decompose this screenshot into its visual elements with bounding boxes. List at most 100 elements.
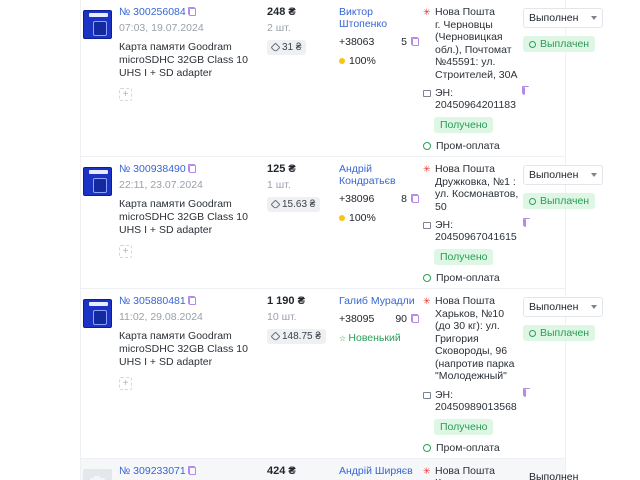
order-number-link[interactable]: № 300256084 bbox=[119, 6, 263, 18]
order-info-cell: № 305880481 11:02, 29.08.2024 Карта памяти… bbox=[119, 295, 267, 454]
delivery-status-badge: Получено bbox=[434, 249, 494, 265]
payment-method: Пром-оплата bbox=[436, 272, 500, 284]
copy-icon[interactable] bbox=[187, 164, 196, 173]
order-status-select[interactable]: Выполнен bbox=[523, 8, 603, 28]
order-product-title[interactable]: Карта памяти Goodram microSDHC 32GB Clas… bbox=[119, 198, 248, 236]
product-thumbnail[interactable] bbox=[83, 167, 112, 196]
payout-status-value: Выплачен bbox=[540, 38, 590, 50]
copy-icon[interactable] bbox=[522, 387, 530, 397]
delivery-carrier-block: ✳ Нова Пошта Дружковка, №1 : ул. Космонавт… bbox=[423, 163, 519, 213]
order-number-link[interactable]: № 300938490 bbox=[119, 163, 263, 175]
buyer-name-link[interactable]: Галиб Мурадли bbox=[339, 295, 415, 307]
delivery-cell: ✳ Нова Пошта г. Черновцы (Черновицкая обл.… bbox=[423, 6, 529, 152]
order-total-price: 424 ₴ bbox=[267, 464, 296, 477]
add-note-button[interactable]: + bbox=[119, 245, 132, 258]
delivery-status-badge: Получено bbox=[434, 117, 494, 133]
buyer-phone-suffix: 8 bbox=[401, 193, 407, 205]
payout-status-value: Выплачен bbox=[540, 327, 590, 339]
order-status-cell: Выполнен Выплачен bbox=[523, 163, 603, 284]
order-number-link[interactable]: № 305880481 bbox=[119, 295, 263, 307]
nova-poshta-icon: ✳ bbox=[423, 164, 431, 174]
rating-star-icon bbox=[339, 215, 345, 221]
delivery-cell: ✳ Нова Пошта Харьков, №10 (до 30 кг): ул. … bbox=[423, 295, 530, 454]
add-note-button[interactable]: + bbox=[119, 88, 132, 101]
delivery-carrier-name: Нова Пошта bbox=[435, 464, 495, 477]
order-status-select[interactable]: Выполнен bbox=[523, 165, 603, 185]
product-thumbnail[interactable] bbox=[83, 299, 112, 328]
delivery-address: Харьков, №10 (до 30 кг): ул. Григория Ск… bbox=[435, 307, 515, 383]
order-info-cell: № 300938490 22:11, 23.07.2024 Карта памяти… bbox=[119, 163, 267, 284]
order-quantity: 10 шт. bbox=[267, 311, 297, 323]
tracking-number[interactable]: ЭН: 20450964201183 bbox=[435, 87, 516, 111]
payout-circle-icon bbox=[529, 329, 536, 337]
orders-table: № 300256084 07:03, 19.07.2024 Карта памяти… bbox=[80, 0, 603, 480]
order-status-select[interactable]: Выполнен bbox=[523, 297, 603, 317]
order-status-cell: Выполнен Выплачен bbox=[523, 6, 603, 152]
price-tag-icon bbox=[270, 331, 281, 342]
copy-icon[interactable] bbox=[411, 37, 419, 46]
table-row: № 305880481 11:02, 29.08.2024 Карта памяти… bbox=[81, 289, 603, 459]
table-row: № 300938490 22:11, 23.07.2024 Карта памяти… bbox=[81, 157, 603, 289]
buyer-name-link[interactable]: Андрій Кондратьєв bbox=[339, 163, 396, 187]
chevron-down-icon[interactable] bbox=[591, 16, 597, 20]
camera-placeholder-icon bbox=[83, 468, 112, 480]
order-number-link[interactable]: № 309233071 bbox=[119, 465, 263, 477]
commission-amount: 15.63 ₴ bbox=[282, 199, 316, 210]
payment-method: Пром-оплата bbox=[436, 441, 500, 454]
delivery-carrier-block: ✳ Нова ПоштаКаменец-Подольский, №12 (до 3… bbox=[423, 465, 519, 480]
nova-poshta-icon: ✳ bbox=[423, 7, 431, 17]
delivery-address: Дружковка, №1 : ул. Космонавтов, 50 bbox=[435, 175, 519, 213]
copy-icon[interactable] bbox=[187, 465, 196, 475]
table-row: № 300256084 07:03, 19.07.2024 Карта памяти… bbox=[81, 0, 603, 157]
payment-circle-icon bbox=[423, 142, 431, 150]
payment-circle-icon bbox=[423, 274, 431, 282]
payout-status-badge: Выплачен bbox=[523, 325, 596, 341]
chevron-down-icon[interactable] bbox=[591, 305, 597, 309]
price-tag-icon bbox=[270, 42, 281, 53]
copy-icon[interactable] bbox=[522, 218, 530, 227]
copy-icon[interactable] bbox=[411, 314, 419, 323]
tracking-number[interactable]: ЭН: 20450967041615 bbox=[435, 219, 517, 243]
delivery-text: Нова Пошта Дружковка, №1 : ул. Космонавто… bbox=[435, 163, 519, 213]
payment-method-line: Пром-оплата bbox=[423, 140, 519, 152]
delivery-status-badge: Получено bbox=[434, 418, 494, 435]
order-price-cell: 125 ₴ 1 шт. 15.63 ₴ bbox=[267, 163, 339, 284]
commission-badge: 148.75 ₴ bbox=[267, 329, 326, 344]
order-status-select[interactable]: Выполнен bbox=[523, 467, 603, 480]
commission-amount: 148.75 ₴ bbox=[282, 331, 321, 342]
buyer-cell: Галиб Мурадли +38095 90 ☆ Новенький bbox=[339, 295, 423, 454]
order-product-title[interactable]: Карта памяти Goodram microSDHC 32GB Clas… bbox=[119, 330, 248, 368]
order-info-cell: № 30923307123:45, 22.09.2024Вентилятор/к… bbox=[119, 465, 267, 480]
buyer-cell: Виктор Штопенко +38063 5 100% bbox=[339, 6, 423, 152]
payout-circle-icon bbox=[529, 40, 536, 48]
order-status-value: Выполнен bbox=[529, 470, 579, 480]
buyer-name-link[interactable]: Андрій Ширяєв bbox=[339, 464, 413, 477]
payout-status-value: Выплачен bbox=[540, 195, 590, 207]
rating-star-icon bbox=[339, 58, 345, 64]
buyer-phone: +38095 90 bbox=[339, 313, 419, 325]
chevron-down-icon[interactable] bbox=[591, 173, 597, 177]
delivery-carrier-block: ✳ Нова Пошта Харьков, №10 (до 30 кг): ул. … bbox=[423, 295, 519, 383]
order-total-price: 125 ₴ bbox=[267, 163, 296, 175]
delivery-cell: ✳ Нова ПоштаКаменец-Подольский, №12 (до 3… bbox=[423, 465, 523, 480]
copy-icon[interactable] bbox=[521, 86, 529, 95]
product-thumbnail[interactable] bbox=[83, 10, 112, 39]
add-note-button[interactable]: + bbox=[119, 377, 132, 390]
order-price-cell: 248 ₴ 2 шт. 31 ₴ bbox=[267, 6, 339, 152]
order-thumbnail-cell bbox=[81, 465, 119, 480]
camera-glyph bbox=[90, 475, 105, 480]
delivery-carrier-name: Нова Пошта bbox=[435, 163, 495, 175]
copy-icon[interactable] bbox=[187, 296, 196, 305]
buyer-name-link[interactable]: Виктор Штопенко bbox=[339, 6, 388, 30]
payout-status-badge: Выплачен bbox=[523, 193, 596, 209]
order-product-title[interactable]: Карта памяти Goodram microSDHC 32GB Clas… bbox=[119, 41, 248, 79]
tracking-number[interactable]: ЭН: 20450989013568 bbox=[435, 388, 517, 413]
delivery-text: Нова Пошта Харьков, №10 (до 30 кг): ул. Г… bbox=[435, 295, 519, 383]
order-date: 22:11, 23.07.2024 bbox=[119, 179, 203, 191]
tracking-number-line: ЭН: 20450964201183 bbox=[423, 86, 529, 111]
copy-icon[interactable] bbox=[411, 194, 419, 203]
buyer-cell: Андрій Кондратьєв +38096 8 100% bbox=[339, 163, 423, 284]
commission-amount: 31 ₴ bbox=[282, 42, 302, 53]
copy-icon[interactable] bbox=[187, 7, 196, 16]
